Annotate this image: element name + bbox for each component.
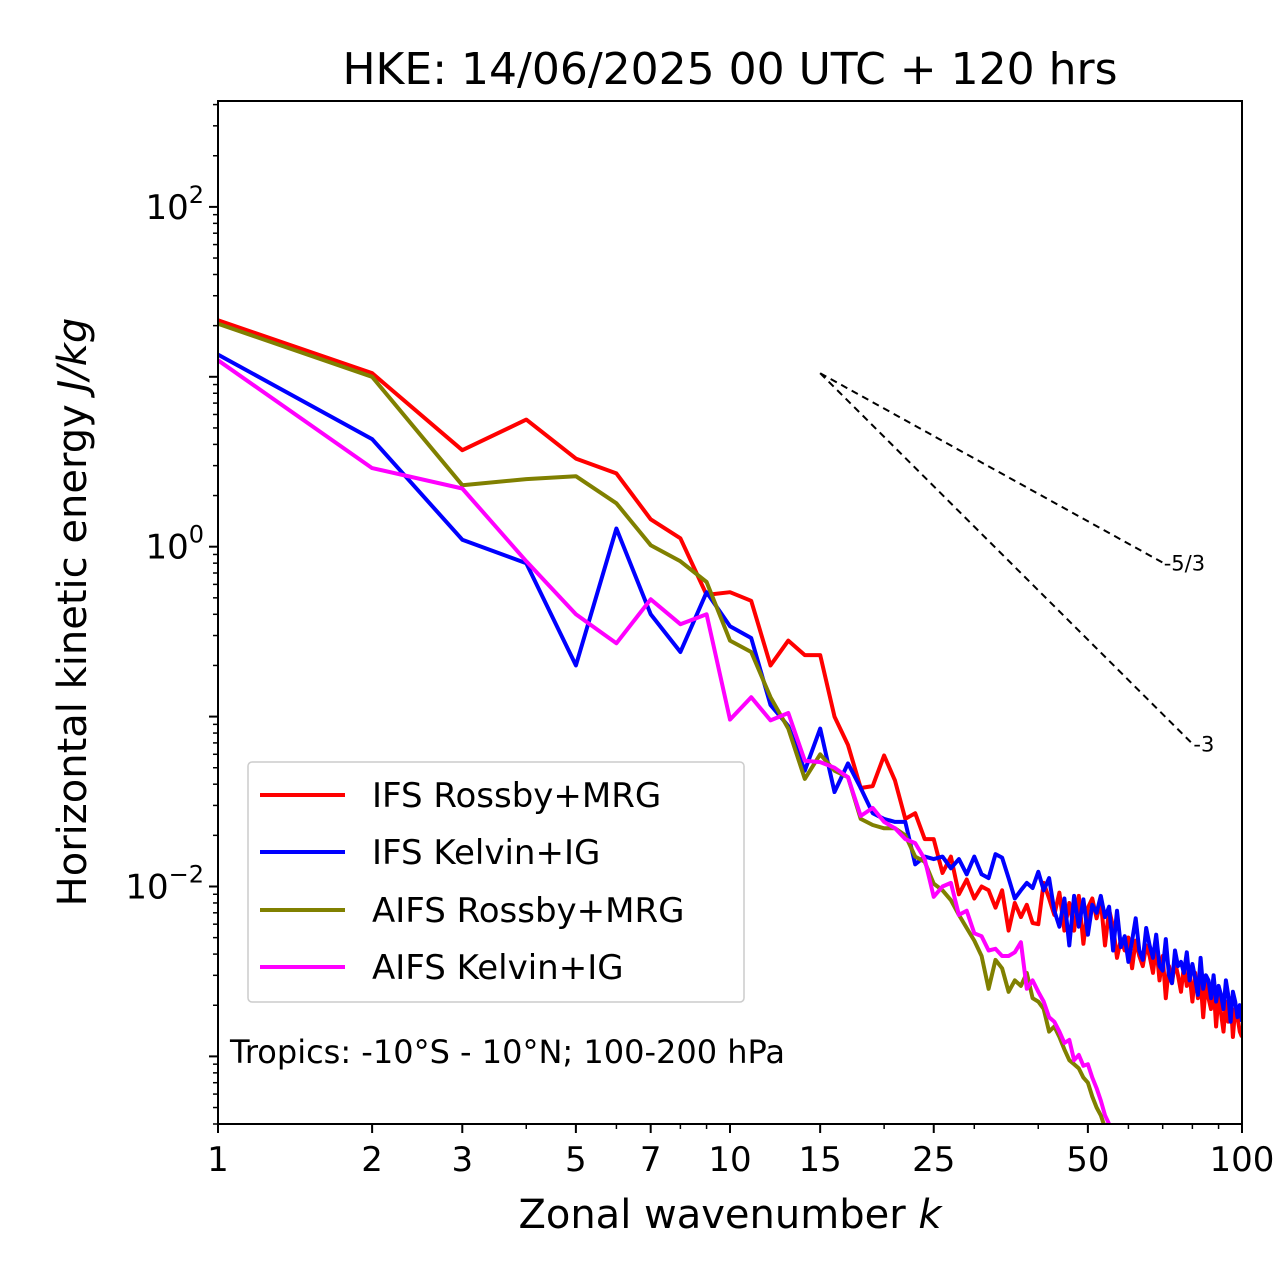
plot-frame <box>217 100 1243 1125</box>
x-tick-label: 15 <box>799 1140 842 1180</box>
axis-ticks: 1 2 3 5 7 10 15 25 50 100 102 100 10−2 <box>125 103 1275 1180</box>
reference-slope-line-1 <box>819 372 1194 745</box>
y-tick-label: 10−2 <box>125 860 204 907</box>
y-axis-label: Horizontal kinetic energy J/kg <box>50 318 96 907</box>
x-tick-label: 3 <box>451 1140 473 1180</box>
legend-box <box>247 761 745 1003</box>
x-tick-label: 2 <box>361 1140 383 1180</box>
reference-slope-label-1: -3 <box>1193 733 1214 757</box>
x-tick-label: 5 <box>565 1140 587 1180</box>
x-tick-label: 7 <box>640 1140 662 1180</box>
x-tick-label: 1 <box>207 1140 229 1180</box>
legend-label-ifs-kelvin: IFS Kelvin+IG <box>372 833 600 873</box>
y-tick-label: 102 <box>145 181 204 228</box>
legend: IFS Rossby+MRG IFS Kelvin+IG AIFS Rossby… <box>247 761 745 1003</box>
legend-label-aifs-kelvin: AIFS Kelvin+IG <box>372 948 624 988</box>
series-layer <box>218 318 1242 1124</box>
legend-label-ifs-rossby: IFS Rossby+MRG <box>372 776 661 816</box>
reference-slope-line-0 <box>819 372 1164 564</box>
annotation-region: Tropics: -10°S - 10°N; 100-200 hPa <box>229 1033 785 1071</box>
series-line-ifs-kelvin-ig <box>218 352 1242 1024</box>
y-tick-label: 100 <box>145 521 204 568</box>
series-line-ifs-rossby-mrg <box>218 318 1242 1039</box>
reference-slope-label-0: -5/3 <box>1164 552 1205 576</box>
x-tick-label: 10 <box>708 1140 751 1180</box>
reference-slope-lines: -5/3 -3 <box>819 372 1214 757</box>
x-tick-label: 100 <box>1210 1140 1275 1180</box>
chart-title: HKE: 14/06/2025 00 UTC + 120 hrs <box>342 44 1117 95</box>
series-line-aifs-kelvin-ig <box>218 358 1112 1124</box>
x-axis-label: Zonal wavenumber k <box>518 1192 943 1238</box>
x-tick-label: 25 <box>912 1140 955 1180</box>
x-tick-label: 50 <box>1066 1140 1109 1180</box>
legend-label-aifs-rossby: AIFS Rossby+MRG <box>372 891 684 931</box>
